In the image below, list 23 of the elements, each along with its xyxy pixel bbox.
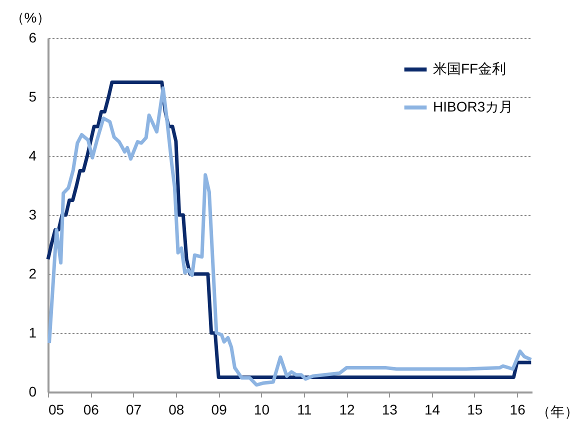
x-tick-label: 06 [83,402,100,418]
x-tick-label: 12 [339,402,355,418]
x-axis-title: （年） [536,404,577,420]
x-tick-label: 10 [254,402,270,418]
x-tick-label: 09 [211,402,228,418]
x-tick-label: 11 [297,402,312,418]
x-tick-label: 14 [424,402,440,418]
y-axis-title: （%） [10,10,51,26]
x-tick-label: 15 [467,402,483,418]
y-tick-label: 5 [28,88,37,104]
y-tick-label: 3 [28,206,37,222]
x-tick-label: 08 [168,402,184,418]
y-tick-label: 4 [28,148,37,164]
y-tick-label: 1 [28,324,37,340]
legend-label: 米国FF金利 [433,60,506,76]
x-tick-label: 07 [126,402,142,418]
x-tick-label: 05 [48,402,64,418]
y-tick-label: 0 [28,384,37,400]
legend-label: HIBOR3カ月 [433,98,514,114]
x-tick-label: 16 [510,402,526,418]
x-tick-label: 13 [382,402,398,418]
y-tick-label: 2 [28,266,37,282]
y-tick-label: 6 [28,30,37,46]
